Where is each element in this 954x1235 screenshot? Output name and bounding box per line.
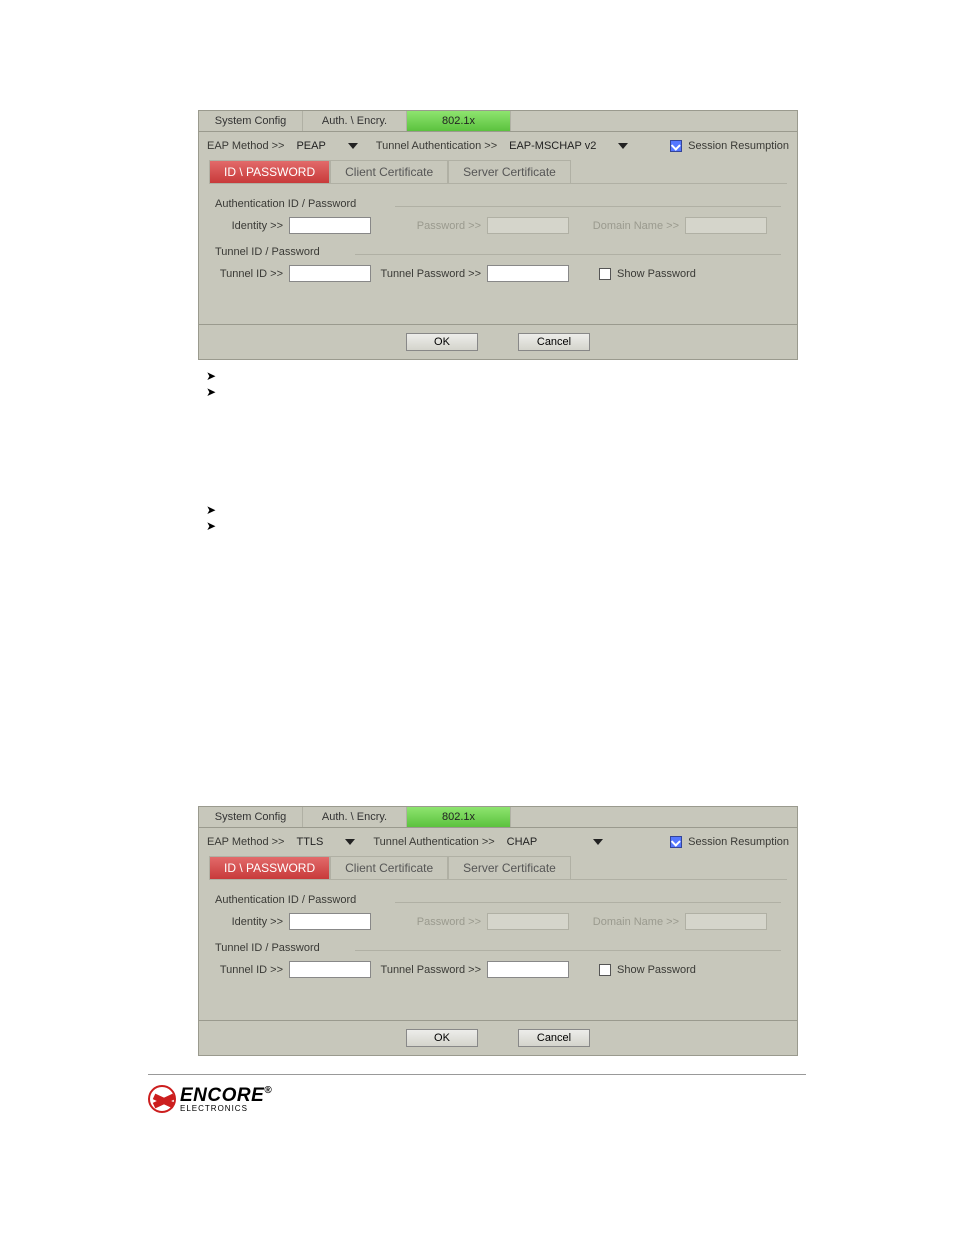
- tunnel-auth-select[interactable]: EAP-MSCHAP v2: [503, 138, 634, 154]
- divider: [355, 254, 781, 255]
- domain-name-label: Domain Name >>: [575, 916, 679, 928]
- method-row: EAP Method >> TTLS Tunnel Authentication…: [199, 828, 797, 856]
- form-area: Authentication ID / Password Identity >>…: [209, 183, 787, 324]
- method-row: EAP Method >> PEAP Tunnel Authentication…: [199, 132, 797, 160]
- config-panel-1: System Config Auth. \ Encry. 802.1x EAP …: [198, 110, 798, 360]
- show-password-label: Show Password: [617, 964, 685, 976]
- button-row: OK Cancel: [199, 324, 797, 359]
- tunnel-auth-label: Tunnel Authentication >>: [373, 836, 494, 848]
- divider: [395, 206, 781, 207]
- divider: [355, 950, 781, 951]
- button-row: OK Cancel: [199, 1020, 797, 1055]
- eap-method-label: EAP Method >>: [207, 836, 284, 848]
- tunnel-password-label: Tunnel Password >>: [377, 964, 481, 976]
- sub-tabs: ID \ PASSWORD Client Certificate Server …: [199, 160, 797, 183]
- tunnel-id-input[interactable]: [289, 265, 371, 282]
- bullet-group-2: ➤ ➤: [206, 502, 756, 534]
- tunnel-id-label: Tunnel ID >>: [215, 268, 283, 280]
- ok-button[interactable]: OK: [406, 333, 478, 351]
- arrow-right-icon: ➤: [206, 503, 216, 517]
- identity-input[interactable]: [289, 217, 371, 234]
- identity-input[interactable]: [289, 913, 371, 930]
- subtab-server-cert[interactable]: Server Certificate: [448, 160, 571, 183]
- domain-name-input: [685, 913, 767, 930]
- show-password-checkbox[interactable]: [599, 268, 611, 280]
- tunnel-auth-value: CHAP: [507, 836, 538, 848]
- subtab-server-cert[interactable]: Server Certificate: [448, 856, 571, 879]
- tunnel-password-input[interactable]: [487, 961, 569, 978]
- session-resumption-checkbox[interactable]: [670, 836, 682, 848]
- eap-method-value: TTLS: [296, 836, 323, 848]
- form-area: Authentication ID / Password Identity >>…: [209, 879, 787, 1020]
- subtab-id-password[interactable]: ID \ PASSWORD: [209, 160, 330, 183]
- tab-8021x[interactable]: 802.1x: [407, 807, 511, 827]
- tunnel-id-label: Tunnel ID >>: [215, 964, 283, 976]
- password-input: [487, 217, 569, 234]
- tab-8021x[interactable]: 802.1x: [407, 111, 511, 131]
- arrow-right-icon: ➤: [206, 385, 216, 399]
- top-tabs: System Config Auth. \ Encry. 802.1x: [199, 807, 797, 828]
- tunnel-auth-select[interactable]: CHAP: [501, 834, 610, 850]
- tunnel-password-input[interactable]: [487, 265, 569, 282]
- tunnel-auth-label: Tunnel Authentication >>: [376, 140, 497, 152]
- tab-system-config[interactable]: System Config: [199, 111, 303, 131]
- divider: [395, 902, 781, 903]
- tab-auth-encry[interactable]: Auth. \ Encry.: [303, 111, 407, 131]
- tunnel-id-password-legend: Tunnel ID / Password: [215, 942, 781, 954]
- encore-logo-icon: [148, 1085, 176, 1113]
- top-tabs: System Config Auth. \ Encry. 802.1x: [199, 111, 797, 132]
- session-resumption-label: Session Resumption: [688, 836, 789, 848]
- subtab-client-cert[interactable]: Client Certificate: [330, 160, 448, 183]
- ok-button[interactable]: OK: [406, 1029, 478, 1047]
- footer-divider: [148, 1074, 806, 1075]
- sub-tabs: ID \ PASSWORD Client Certificate Server …: [199, 856, 797, 879]
- password-input: [487, 913, 569, 930]
- config-panel-2: System Config Auth. \ Encry. 802.1x EAP …: [198, 806, 798, 1056]
- chevron-down-icon: [345, 839, 355, 845]
- cancel-button[interactable]: Cancel: [518, 333, 590, 351]
- eap-method-select[interactable]: TTLS: [290, 834, 361, 850]
- encore-logo: ENCORE® ELECTRONICS: [148, 1085, 756, 1113]
- tunnel-id-password-legend: Tunnel ID / Password: [215, 246, 781, 258]
- tunnel-id-input[interactable]: [289, 961, 371, 978]
- show-password-checkbox[interactable]: [599, 964, 611, 976]
- subtab-client-cert[interactable]: Client Certificate: [330, 856, 448, 879]
- subtab-id-password[interactable]: ID \ PASSWORD: [209, 856, 330, 879]
- arrow-right-icon: ➤: [206, 519, 216, 533]
- auth-id-password-legend: Authentication ID / Password: [215, 198, 781, 210]
- tunnel-password-label: Tunnel Password >>: [377, 268, 481, 280]
- chevron-down-icon: [618, 143, 628, 149]
- chevron-down-icon: [348, 143, 358, 149]
- tunnel-auth-value: EAP-MSCHAP v2: [509, 140, 596, 152]
- tab-system-config[interactable]: System Config: [199, 807, 303, 827]
- bullet-group-1: ➤ ➤: [206, 368, 756, 400]
- session-resumption-label: Session Resumption: [688, 140, 789, 152]
- logo-name: ENCORE®: [180, 1086, 272, 1105]
- identity-label: Identity >>: [215, 916, 283, 928]
- arrow-right-icon: ➤: [206, 369, 216, 383]
- session-resumption-checkbox[interactable]: [670, 140, 682, 152]
- password-label: Password >>: [377, 220, 481, 232]
- domain-name-input: [685, 217, 767, 234]
- auth-id-password-legend: Authentication ID / Password: [215, 894, 781, 906]
- eap-method-select[interactable]: PEAP: [290, 138, 363, 154]
- tab-auth-encry[interactable]: Auth. \ Encry.: [303, 807, 407, 827]
- password-label: Password >>: [377, 916, 481, 928]
- eap-method-value: PEAP: [296, 140, 325, 152]
- eap-method-label: EAP Method >>: [207, 140, 284, 152]
- cancel-button[interactable]: Cancel: [518, 1029, 590, 1047]
- chevron-down-icon: [593, 839, 603, 845]
- logo-subtitle: ELECTRONICS: [180, 1105, 272, 1113]
- show-password-label: Show Password: [617, 268, 685, 280]
- identity-label: Identity >>: [215, 220, 283, 232]
- domain-name-label: Domain Name >>: [575, 220, 679, 232]
